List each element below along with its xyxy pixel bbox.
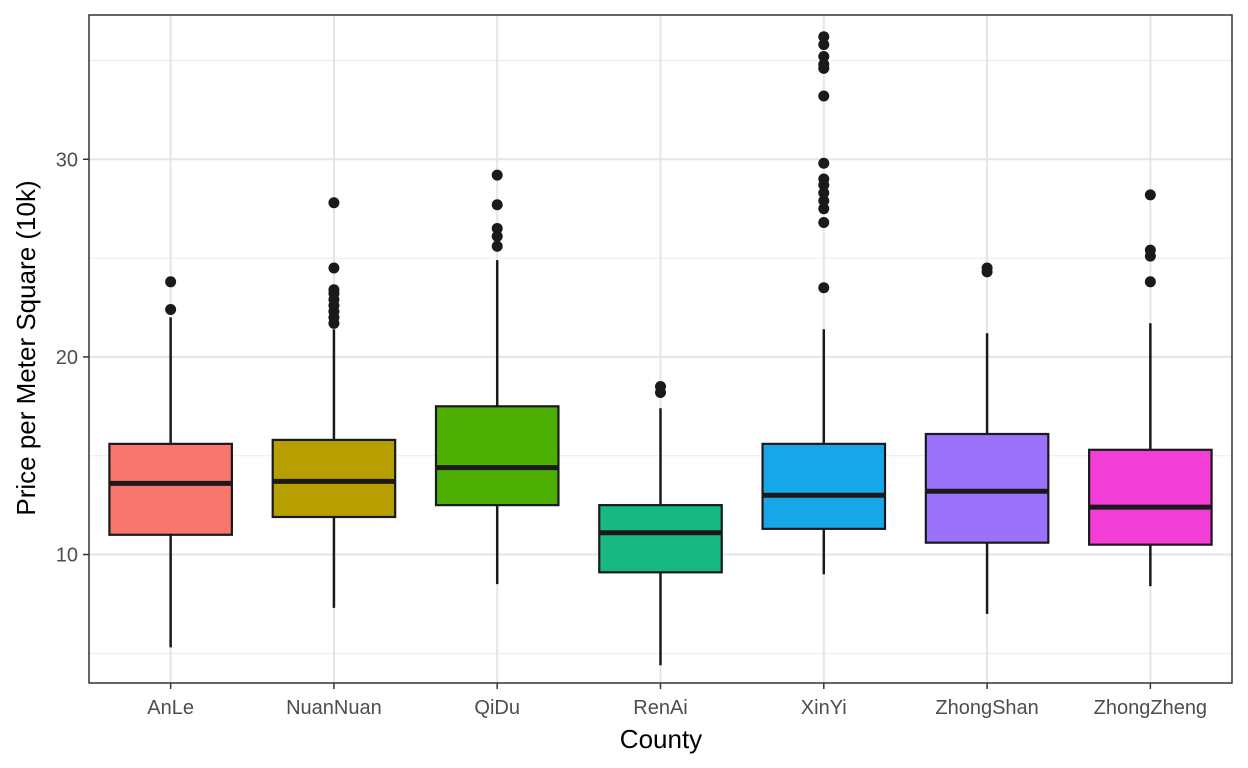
y-tick-label: 30 xyxy=(56,149,78,171)
outlier-point xyxy=(1144,189,1156,201)
box-iqr xyxy=(924,432,1050,544)
outlier-point xyxy=(818,217,830,229)
box-ZhongZheng xyxy=(1088,189,1213,587)
outlier-point xyxy=(491,199,503,211)
x-tick-label: NuanNuan xyxy=(286,697,382,719)
y-axis-title: Price per Meter Square (10k) xyxy=(11,180,41,515)
outlier-point xyxy=(491,169,503,181)
box-NuanNuan xyxy=(271,197,397,608)
box-XinYi xyxy=(761,31,887,575)
x-tick-label: ZhongZheng xyxy=(1094,697,1207,719)
outlier-point xyxy=(818,51,830,63)
outlier-point xyxy=(328,284,340,296)
box-QiDu xyxy=(434,169,560,585)
outlier-point xyxy=(818,203,830,215)
x-tick-label: RenAi xyxy=(633,697,687,719)
outlier-point xyxy=(1144,276,1156,288)
outlier-point xyxy=(818,90,830,102)
box-iqr xyxy=(598,504,723,574)
outlier-point xyxy=(1144,244,1156,256)
box-iqr xyxy=(434,405,560,507)
outlier-point xyxy=(655,381,666,393)
box-ZhongShan xyxy=(924,262,1050,614)
outlier-point xyxy=(818,157,830,169)
box-AnLe xyxy=(108,276,233,648)
box-iqr xyxy=(1088,448,1213,546)
outlier-point xyxy=(491,240,503,252)
outlier-point xyxy=(328,262,340,274)
x-tick-label: AnLe xyxy=(147,697,194,719)
outlier-point xyxy=(818,173,830,185)
x-tick-label: ZhongShan xyxy=(935,697,1038,719)
x-axis-title: County xyxy=(620,724,702,754)
outlier-point xyxy=(981,262,993,274)
outlier-point xyxy=(491,222,503,234)
x-tick-label: XinYi xyxy=(801,697,847,719)
y-tick-label: 10 xyxy=(56,545,78,567)
box-iqr xyxy=(761,442,887,530)
outlier-point xyxy=(818,282,830,294)
outlier-point xyxy=(491,230,503,242)
box-iqr xyxy=(108,442,233,536)
outlier-point xyxy=(165,276,177,288)
outlier-point xyxy=(818,187,830,199)
outlier-point xyxy=(818,195,830,207)
outlier-point xyxy=(328,197,340,209)
y-tick-label: 20 xyxy=(56,347,78,369)
x-tick-label: QiDu xyxy=(474,697,520,719)
outlier-point xyxy=(818,58,830,70)
outlier-point xyxy=(818,31,830,43)
box-RenAi xyxy=(598,381,723,666)
outlier-point xyxy=(165,303,177,315)
box-iqr xyxy=(271,438,397,519)
outlier-point xyxy=(818,39,830,51)
